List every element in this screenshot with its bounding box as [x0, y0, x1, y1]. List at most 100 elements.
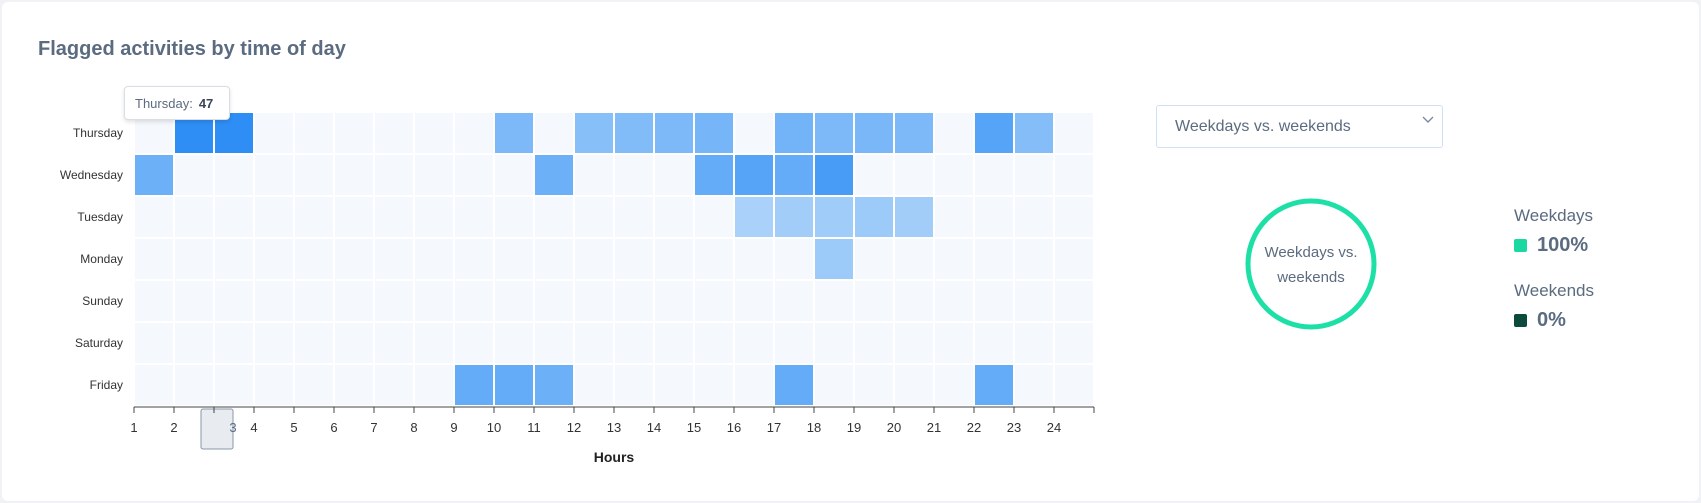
heatmap-cell-thursday-12[interactable]: [575, 113, 613, 153]
heatmap-cell-wednesday-14[interactable]: [655, 155, 693, 195]
heatmap-cell-friday-19[interactable]: [855, 365, 893, 405]
heatmap-cell-wednesday-20[interactable]: [895, 155, 933, 195]
heatmap-cell-saturday-23[interactable]: [1015, 323, 1053, 363]
heatmap-cell-saturday-14[interactable]: [655, 323, 693, 363]
heatmap-cell-tuesday-17[interactable]: [775, 197, 813, 237]
heatmap-cell-saturday-10[interactable]: [495, 323, 533, 363]
heatmap-cell-monday-1[interactable]: [135, 239, 173, 279]
heatmap-cell-monday-19[interactable]: [855, 239, 893, 279]
heatmap-cell-wednesday-5[interactable]: [295, 155, 333, 195]
heatmap-cell-monday-21[interactable]: [935, 239, 973, 279]
heatmap-cell-sunday-20[interactable]: [895, 281, 933, 321]
heatmap-cell-friday-10[interactable]: [495, 365, 533, 405]
heatmap-cell-wednesday-3[interactable]: [215, 155, 253, 195]
heatmap-cell-tuesday-23[interactable]: [1015, 197, 1053, 237]
heatmap-cell-sunday-18[interactable]: [815, 281, 853, 321]
heatmap-cell-saturday-17[interactable]: [775, 323, 813, 363]
heatmap-cell-monday-5[interactable]: [295, 239, 333, 279]
heatmap-cell-saturday-21[interactable]: [935, 323, 973, 363]
heatmap-cell-tuesday-1[interactable]: [135, 197, 173, 237]
heatmap-cell-friday-16[interactable]: [735, 365, 773, 405]
heatmap-cell-saturday-18[interactable]: [815, 323, 853, 363]
heatmap-cell-wednesday-1[interactable]: [135, 155, 173, 195]
heatmap-cell-thursday-8[interactable]: [415, 113, 453, 153]
heatmap-cell-monday-7[interactable]: [375, 239, 413, 279]
heatmap-cell-tuesday-15[interactable]: [695, 197, 733, 237]
heatmap-cell-saturday-20[interactable]: [895, 323, 933, 363]
heatmap-cell-saturday-2[interactable]: [175, 323, 213, 363]
heatmap-cell-monday-4[interactable]: [255, 239, 293, 279]
heatmap-cell-thursday-6[interactable]: [335, 113, 373, 153]
heatmap-cell-thursday-19[interactable]: [855, 113, 893, 153]
heatmap-cell-thursday-22[interactable]: [975, 113, 1013, 153]
heatmap-cell-thursday-14[interactable]: [655, 113, 693, 153]
heatmap-cell-wednesday-18[interactable]: [815, 155, 853, 195]
heatmap-cell-friday-15[interactable]: [695, 365, 733, 405]
heatmap-cell-friday-12[interactable]: [575, 365, 613, 405]
heatmap-cell-tuesday-12[interactable]: [575, 197, 613, 237]
heatmap-cell-saturday-15[interactable]: [695, 323, 733, 363]
heatmap-cell-sunday-12[interactable]: [575, 281, 613, 321]
heatmap-cell-sunday-15[interactable]: [695, 281, 733, 321]
heatmap-cell-tuesday-2[interactable]: [175, 197, 213, 237]
heatmap-cell-friday-4[interactable]: [255, 365, 293, 405]
heatmap-cell-wednesday-11[interactable]: [535, 155, 573, 195]
heatmap-cell-tuesday-18[interactable]: [815, 197, 853, 237]
heatmap-cell-friday-18[interactable]: [815, 365, 853, 405]
heatmap-cell-friday-5[interactable]: [295, 365, 333, 405]
heatmap-cell-sunday-10[interactable]: [495, 281, 533, 321]
heatmap-cell-thursday-5[interactable]: [295, 113, 333, 153]
heatmap-cell-thursday-17[interactable]: [775, 113, 813, 153]
heatmap-cell-saturday-16[interactable]: [735, 323, 773, 363]
heatmap-cell-sunday-21[interactable]: [935, 281, 973, 321]
heatmap-cell-tuesday-22[interactable]: [975, 197, 1013, 237]
heatmap-cell-tuesday-13[interactable]: [615, 197, 653, 237]
heatmap-cell-thursday-15[interactable]: [695, 113, 733, 153]
heatmap-cell-thursday-20[interactable]: [895, 113, 933, 153]
heatmap-cell-sunday-16[interactable]: [735, 281, 773, 321]
heatmap-cell-tuesday-3[interactable]: [215, 197, 253, 237]
heatmap-cell-thursday-7[interactable]: [375, 113, 413, 153]
heatmap-cell-tuesday-6[interactable]: [335, 197, 373, 237]
heatmap-cell-monday-16[interactable]: [735, 239, 773, 279]
heatmap-cell-wednesday-17[interactable]: [775, 155, 813, 195]
heatmap-cell-sunday-8[interactable]: [415, 281, 453, 321]
heatmap-cell-sunday-23[interactable]: [1015, 281, 1053, 321]
heatmap-cell-saturday-6[interactable]: [335, 323, 373, 363]
heatmap-cell-thursday-16[interactable]: [735, 113, 773, 153]
heatmap-cell-wednesday-9[interactable]: [455, 155, 493, 195]
heatmap-cell-monday-17[interactable]: [775, 239, 813, 279]
heatmap-cell-thursday-24[interactable]: [1055, 113, 1093, 153]
heatmap-cell-friday-14[interactable]: [655, 365, 693, 405]
heatmap-cell-monday-8[interactable]: [415, 239, 453, 279]
heatmap-cell-saturday-7[interactable]: [375, 323, 413, 363]
heatmap-cell-friday-17[interactable]: [775, 365, 813, 405]
heatmap-cell-sunday-4[interactable]: [255, 281, 293, 321]
heatmap-cell-tuesday-4[interactable]: [255, 197, 293, 237]
heatmap-cell-saturday-12[interactable]: [575, 323, 613, 363]
heatmap-cell-thursday-18[interactable]: [815, 113, 853, 153]
heatmap-cell-wednesday-2[interactable]: [175, 155, 213, 195]
heatmap-cell-friday-6[interactable]: [335, 365, 373, 405]
heatmap-cell-wednesday-19[interactable]: [855, 155, 893, 195]
heatmap-cell-monday-6[interactable]: [335, 239, 373, 279]
heatmap-cell-thursday-11[interactable]: [535, 113, 573, 153]
heatmap-cell-tuesday-19[interactable]: [855, 197, 893, 237]
heatmap-cell-monday-18[interactable]: [815, 239, 853, 279]
heatmap-cell-friday-21[interactable]: [935, 365, 973, 405]
heatmap-cell-saturday-9[interactable]: [455, 323, 493, 363]
heatmap-cell-thursday-13[interactable]: [615, 113, 653, 153]
heatmap-cell-thursday-10[interactable]: [495, 113, 533, 153]
heatmap-cell-wednesday-15[interactable]: [695, 155, 733, 195]
heatmap-cell-tuesday-10[interactable]: [495, 197, 533, 237]
heatmap-cell-sunday-3[interactable]: [215, 281, 253, 321]
heatmap-cell-tuesday-5[interactable]: [295, 197, 333, 237]
heatmap-cell-wednesday-7[interactable]: [375, 155, 413, 195]
heatmap-cell-saturday-1[interactable]: [135, 323, 173, 363]
heatmap-cell-sunday-22[interactable]: [975, 281, 1013, 321]
heatmap-cell-saturday-13[interactable]: [615, 323, 653, 363]
heatmap-cell-monday-22[interactable]: [975, 239, 1013, 279]
heatmap-cell-sunday-5[interactable]: [295, 281, 333, 321]
heatmap-cell-wednesday-8[interactable]: [415, 155, 453, 195]
heatmap-cell-monday-2[interactable]: [175, 239, 213, 279]
